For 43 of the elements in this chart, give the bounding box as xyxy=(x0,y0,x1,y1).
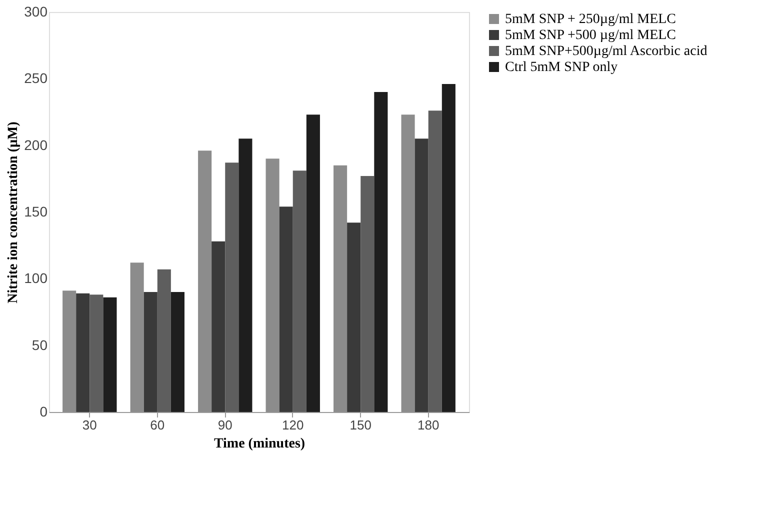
legend-label: Ctrl 5mM SNP only xyxy=(505,60,618,75)
bar xyxy=(170,292,184,412)
x-tick-label: 180 xyxy=(418,418,440,432)
bar xyxy=(334,165,348,412)
x-tick-label: 60 xyxy=(150,418,165,432)
bar xyxy=(347,222,361,412)
bar xyxy=(428,110,442,412)
bar xyxy=(414,138,428,412)
legend-label: 5mM SNP + 250µg/ml MELC xyxy=(505,12,676,27)
bar xyxy=(306,114,320,412)
bar xyxy=(62,290,76,412)
bar xyxy=(130,262,144,412)
bar xyxy=(401,114,415,412)
bar xyxy=(238,138,252,412)
bar xyxy=(225,162,239,412)
legend-label: 5mM SNP+500µg/ml Ascorbic acid xyxy=(505,44,708,59)
y-tick-label: 0 xyxy=(40,404,48,420)
y-tick-label: 300 xyxy=(24,4,48,20)
bar xyxy=(212,241,226,412)
x-tick-label: 150 xyxy=(350,418,372,432)
x-axis-title: Time (minutes) xyxy=(214,436,306,452)
y-tick-label: 150 xyxy=(24,204,48,220)
bar xyxy=(292,170,306,412)
y-tick-label: 250 xyxy=(24,70,48,86)
bar xyxy=(360,176,374,412)
x-tick-label: 90 xyxy=(218,418,232,432)
bar xyxy=(374,92,388,412)
bar xyxy=(442,84,456,412)
y-tick-label: 50 xyxy=(32,336,48,353)
y-tick-label: 100 xyxy=(24,270,48,286)
bar xyxy=(90,294,104,412)
bar xyxy=(157,269,171,412)
legend-label: 5mM SNP +500 µg/ml MELC xyxy=(505,28,676,43)
bar xyxy=(144,292,158,412)
y-tick-label: 200 xyxy=(24,136,48,153)
bar xyxy=(266,158,280,412)
bar xyxy=(103,297,117,412)
x-tick-label: 120 xyxy=(282,418,304,432)
x-tick-label: 30 xyxy=(82,418,97,432)
y-axis-title: Nitrite ion concentration (µM) xyxy=(6,121,22,304)
bar xyxy=(198,150,212,412)
bar xyxy=(279,206,293,412)
bar xyxy=(76,293,90,412)
